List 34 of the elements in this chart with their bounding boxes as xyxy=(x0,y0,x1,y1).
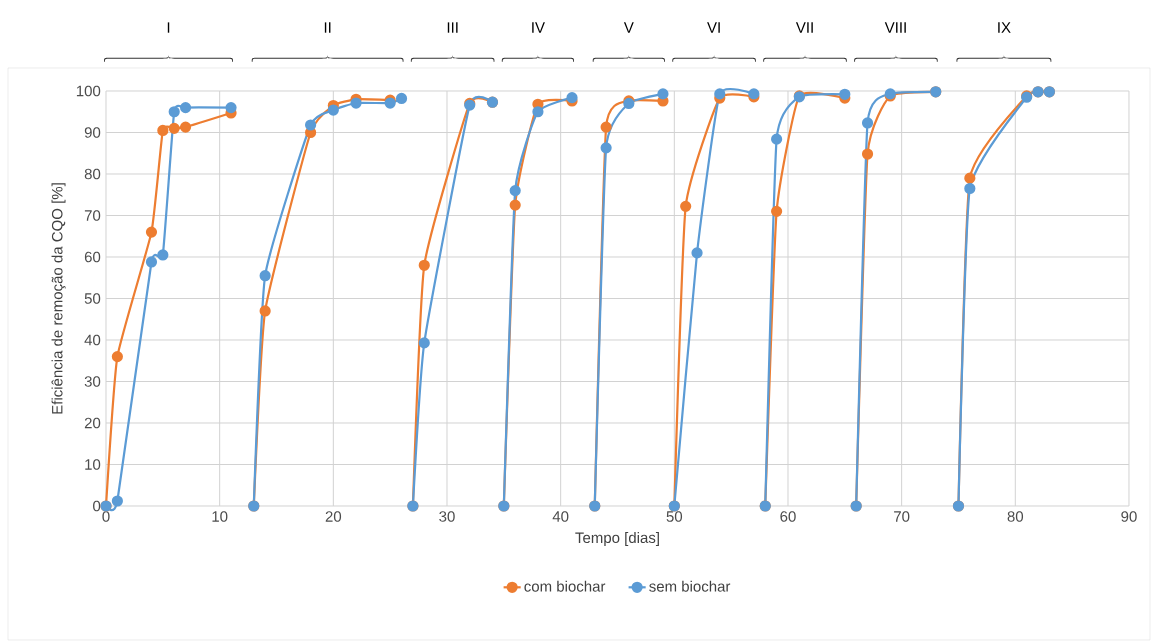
x-tick-label: 20 xyxy=(325,511,342,522)
y-tick-label: 90 xyxy=(84,127,101,138)
y-tick-label: 20 xyxy=(84,417,101,429)
text: VII xyxy=(795,22,813,33)
y-tick-label: 70 xyxy=(84,210,101,221)
legend-label: sem biochar xyxy=(649,580,731,592)
text: I xyxy=(167,22,170,33)
x-tick-label: 30 xyxy=(439,511,455,522)
y-axis-title: Eficiência de remoção da CQO [%] xyxy=(51,183,66,414)
x-tick-label: 10 xyxy=(212,511,228,522)
y-tick-label: 0 xyxy=(93,500,101,512)
y-tick-label: 30 xyxy=(84,376,101,387)
y-tick-label: 10 xyxy=(85,459,101,470)
text: VIII xyxy=(884,22,906,33)
x-tick-label: 90 xyxy=(1121,511,1137,522)
y-tick-label: 40 xyxy=(84,334,101,346)
x-tick-label: 70 xyxy=(894,511,910,522)
text: III xyxy=(447,22,458,33)
legend-label: com biochar xyxy=(524,580,606,592)
y-tick-label: 50 xyxy=(84,293,101,304)
text: II xyxy=(324,22,331,33)
text: VI xyxy=(707,22,720,33)
x-axis-title: Tempo [dias] xyxy=(575,532,659,546)
text: IX xyxy=(998,22,1011,33)
text: V xyxy=(623,22,634,33)
y-tick-label: 100 xyxy=(76,85,101,97)
x-tick-label: 80 xyxy=(1007,511,1024,522)
x-tick-label: 40 xyxy=(552,511,569,522)
text: IV xyxy=(532,22,545,33)
x-tick-label: 50 xyxy=(666,511,683,522)
x-tick-label: 0 xyxy=(102,511,110,522)
y-tick-label: 60 xyxy=(84,251,101,263)
x-tick-label: 60 xyxy=(780,511,796,522)
y-tick-label: 80 xyxy=(84,168,101,180)
